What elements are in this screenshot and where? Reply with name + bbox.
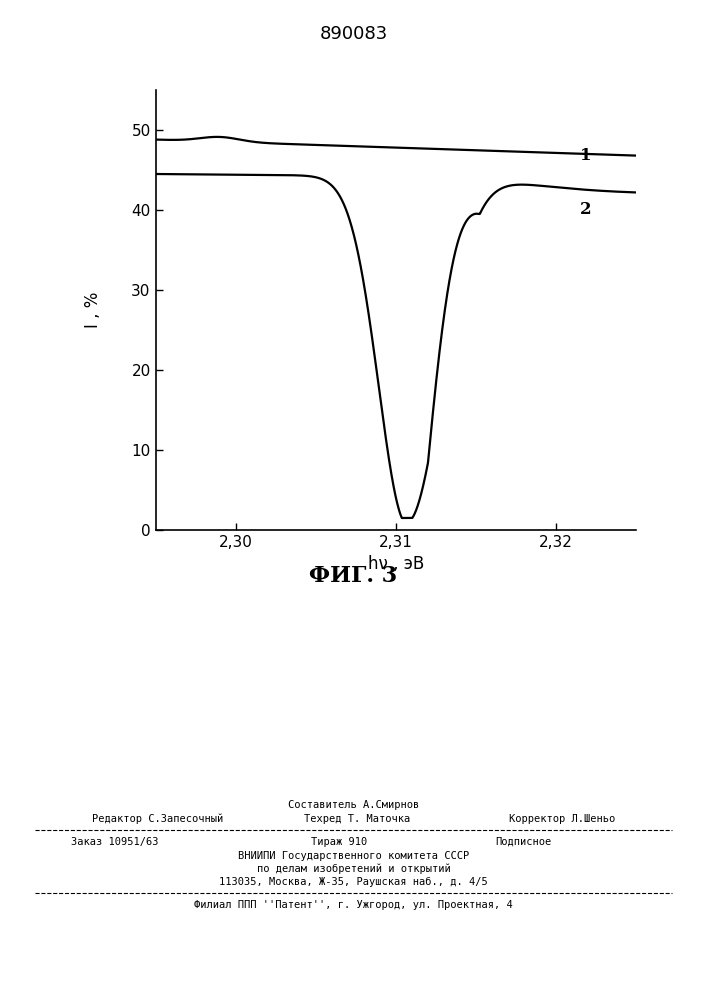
X-axis label: hν , эB: hν , эB bbox=[368, 555, 424, 573]
Text: I , %: I , % bbox=[84, 292, 102, 328]
Text: ВНИИПИ Государственного комитета СССР: ВНИИПИ Государственного комитета СССР bbox=[238, 851, 469, 861]
Text: Редактор С.Запесочный: Редактор С.Запесочный bbox=[92, 814, 223, 824]
Text: Техред Т. Маточка: Техред Т. Маточка bbox=[304, 814, 410, 824]
Text: Составитель А.Смирнов: Составитель А.Смирнов bbox=[288, 800, 419, 810]
Text: Тираж 910: Тираж 910 bbox=[311, 837, 368, 847]
Text: Филиал ППП ''Патент'', г. Ужгород, ул. Проектная, 4: Филиал ППП ''Патент'', г. Ужгород, ул. П… bbox=[194, 900, 513, 910]
Text: Корректор Л.Шеньо: Корректор Л.Шеньо bbox=[509, 814, 615, 824]
Text: Заказ 10951/63: Заказ 10951/63 bbox=[71, 837, 158, 847]
Text: 1: 1 bbox=[580, 147, 592, 164]
Text: 890083: 890083 bbox=[320, 25, 387, 43]
Text: 113035, Москва, Ж-35, Раушская наб., д. 4/5: 113035, Москва, Ж-35, Раушская наб., д. … bbox=[219, 877, 488, 887]
Text: 2: 2 bbox=[580, 201, 592, 218]
Text: по делам изобретений и открытий: по делам изобретений и открытий bbox=[257, 864, 450, 874]
Text: Подписное: Подписное bbox=[495, 837, 551, 847]
Text: ФИГ. 3: ФИГ. 3 bbox=[310, 565, 397, 587]
